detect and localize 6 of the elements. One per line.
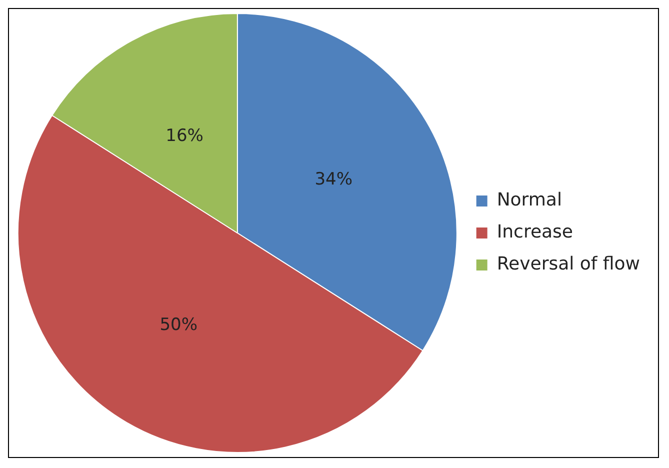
data-label: 50% xyxy=(160,315,198,336)
legend-label: Reversal of flow xyxy=(496,254,640,275)
legend-label: Normal xyxy=(496,190,562,211)
data-label: 16% xyxy=(166,126,204,146)
data-label: 34% xyxy=(314,170,352,190)
legend-label: Increase xyxy=(496,222,574,243)
